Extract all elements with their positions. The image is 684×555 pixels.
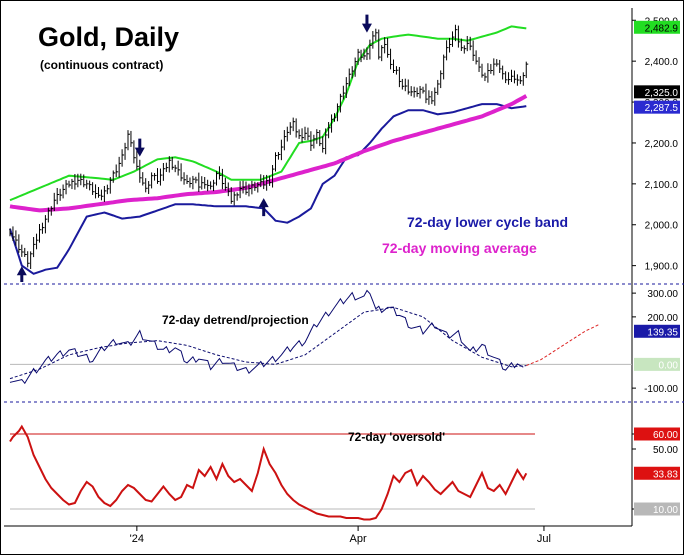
oversold-upper-tag: 60.00 — [653, 430, 678, 441]
chart-subtitle: (continuous contract) — [40, 58, 163, 72]
detrend-title: 72-day detrend/projection — [162, 313, 309, 327]
cycle-high-arrow — [361, 14, 372, 33]
price-axis: 1,900.02,000.02,100.02,200.02,300.02,400… — [632, 16, 680, 273]
detrend-line — [9, 289, 524, 385]
detrend-zero-tag: 0.00 — [659, 360, 679, 371]
detrend-zero-tag-box — [634, 357, 680, 371]
upper-band-line — [9, 25, 527, 202]
last-price-tag-box — [634, 85, 680, 99]
oversold-last-tag: 33.83 — [653, 469, 678, 480]
oversold-lower-tag: 10.00 — [653, 505, 678, 516]
lower-cycle-band-annotation: 72-day lower cycle band — [407, 214, 568, 230]
date-tick-label: Apr — [350, 533, 367, 545]
moving-average-line — [9, 94, 528, 213]
detrend-projection-line — [9, 306, 527, 380]
date-tick-label: Jul — [537, 533, 551, 545]
chart-title: Gold, Daily — [38, 22, 179, 52]
lower-band-line — [9, 103, 527, 275]
price-tick-label: 2,200.0 — [645, 139, 679, 150]
detrend-tick-label: 200.00 — [647, 313, 678, 324]
oversold-lower-tag-box — [634, 502, 680, 516]
cycle-low-arrow — [16, 266, 27, 282]
lower-band-tag-box — [634, 100, 680, 114]
date-tick-label: '24 — [130, 533, 144, 545]
detrend-projection-future-line — [526, 323, 601, 367]
oversold-line — [9, 424, 528, 521]
price-panel — [9, 14, 529, 282]
detrend-axis: 300.00 200.00 -100.00 139.35 0.00 — [632, 289, 680, 395]
detrend-tick-label: 300.00 — [647, 289, 678, 300]
price-tick-label: 2,000.0 — [645, 221, 679, 232]
detrend-tick-label: -100.00 — [644, 384, 678, 395]
lower-band-tag: 2,287.5 — [645, 103, 679, 114]
detrend-last-tag-box — [634, 324, 680, 338]
price-tick-label: 2,100.0 — [645, 180, 679, 191]
moving-average-annotation: 72-day moving average — [382, 240, 537, 256]
price-tick-label: 2,400.0 — [645, 57, 679, 68]
date-axis: '24 Apr Jul — [130, 526, 551, 545]
upper-band-tag-box — [634, 20, 680, 34]
detrend-panel — [9, 289, 632, 385]
last-price-tag: 2,325.0 — [645, 88, 679, 99]
oversold-upper-tag-box — [634, 427, 680, 441]
cycle-low-arrow — [258, 198, 269, 217]
upper-band-tag: 2,482.9 — [645, 23, 679, 34]
oscillator-panel — [9, 424, 535, 521]
oversold-title: 72-day 'oversold' — [348, 430, 445, 444]
oversold-last-tag-box — [634, 466, 680, 480]
oversold-tick-label: 50.00 — [653, 445, 678, 456]
detrend-last-tag: 139.35 — [647, 327, 678, 338]
price-tick-label: 1,900.0 — [645, 262, 679, 273]
cycle-high-arrow — [134, 138, 145, 157]
